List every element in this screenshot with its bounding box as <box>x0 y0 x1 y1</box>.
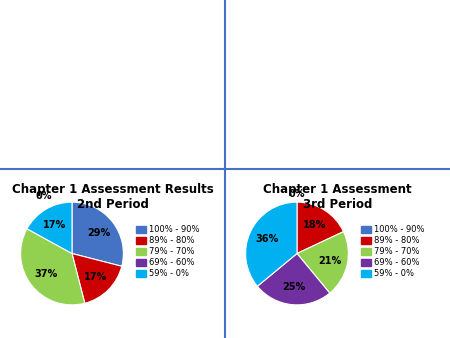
Text: Chapter 1 Assessment Results
2nd Period: Chapter 1 Assessment Results 2nd Period <box>12 183 213 211</box>
Text: 37%: 37% <box>34 269 57 279</box>
Text: 0%: 0% <box>36 191 52 201</box>
Legend: 100% - 90%, 89% - 80%, 79% - 70%, 69% - 60%, 59% - 0%: 100% - 90%, 89% - 80%, 79% - 70%, 69% - … <box>360 224 425 279</box>
Text: 18%: 18% <box>303 220 327 230</box>
Text: 36%: 36% <box>255 234 279 244</box>
Wedge shape <box>72 202 123 266</box>
Wedge shape <box>257 254 330 305</box>
Text: 17%: 17% <box>84 272 107 282</box>
Text: 21%: 21% <box>318 256 341 266</box>
Text: Chapter 1 Assessment
3rd Period: Chapter 1 Assessment 3rd Period <box>263 183 412 211</box>
Wedge shape <box>27 229 72 254</box>
Wedge shape <box>27 202 72 254</box>
Text: 29%: 29% <box>87 228 110 238</box>
Wedge shape <box>297 232 348 293</box>
Wedge shape <box>21 229 85 305</box>
Legend: 100% - 90%, 89% - 80%, 79% - 70%, 69% - 60%, 59% - 0%: 100% - 90%, 89% - 80%, 79% - 70%, 69% - … <box>135 224 200 279</box>
Wedge shape <box>246 202 297 286</box>
Wedge shape <box>297 202 343 254</box>
Wedge shape <box>72 254 122 303</box>
Text: 0%: 0% <box>289 189 305 199</box>
Text: 25%: 25% <box>282 282 306 292</box>
Text: 17%: 17% <box>43 220 67 230</box>
